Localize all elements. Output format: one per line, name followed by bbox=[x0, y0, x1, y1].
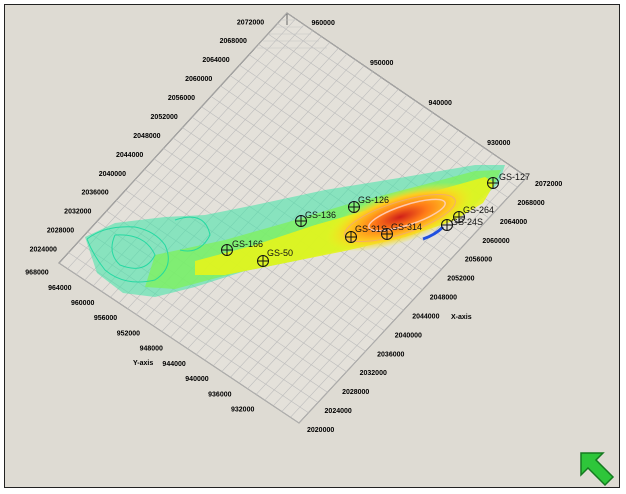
back-y-tick-label: 930000 bbox=[487, 140, 510, 147]
back-x-tick-label: 2036000 bbox=[81, 190, 108, 197]
x-tick-label: 2052000 bbox=[447, 276, 474, 283]
green-arrow-icon[interactable] bbox=[577, 449, 617, 488]
axis-ticks: 2020000 2024000 2028000 2032000 2036000 20400… bbox=[25, 19, 562, 434]
wells-layer: GS-127 GS-264 GS-24S GS-126 GS-136 GS-31S GS-3… bbox=[221, 172, 530, 267]
back-y-tick-label: 940000 bbox=[429, 100, 452, 107]
y-tick-label: 944000 bbox=[162, 361, 185, 368]
well-label: GS-264 bbox=[463, 205, 494, 215]
back-x-tick-label: 2032000 bbox=[64, 209, 91, 216]
back-x-tick-label: 2072000 bbox=[237, 19, 264, 26]
well-label: GS-31S bbox=[355, 224, 387, 234]
back-x-tick-label: 2044000 bbox=[116, 152, 143, 159]
back-x-tick-label: 2028000 bbox=[47, 228, 74, 235]
x-tick-label: 2072000 bbox=[535, 181, 562, 188]
well-label: GS-126 bbox=[358, 195, 389, 205]
back-y-tick-label: 950000 bbox=[370, 60, 393, 67]
back-x-tick-label: 2056000 bbox=[168, 95, 195, 102]
x-tick-label: 2020000 bbox=[307, 427, 334, 434]
x-tick-label: 2060000 bbox=[482, 238, 509, 245]
y-tick-label: 936000 bbox=[208, 391, 231, 398]
y-tick-label: 940000 bbox=[185, 376, 208, 383]
well-marker[interactable]: GS-136 bbox=[295, 210, 336, 227]
well-marker[interactable]: GS-264 bbox=[453, 205, 494, 223]
back-x-tick-label: 2052000 bbox=[151, 114, 178, 121]
back-x-tick-label: 2040000 bbox=[99, 171, 126, 178]
back-y-tick-label: 960000 bbox=[311, 20, 334, 27]
well-marker[interactable]: GS-166 bbox=[221, 239, 263, 256]
x-tick-label: 2068000 bbox=[517, 200, 544, 207]
back-x-tick-label: 2048000 bbox=[133, 133, 160, 140]
x-tick-label: 2028000 bbox=[342, 389, 369, 396]
plume-hot-spot bbox=[368, 198, 446, 232]
well-label: GS-24S bbox=[451, 217, 483, 227]
back-x-tick-label: 2064000 bbox=[202, 57, 229, 64]
well-marker[interactable]: GS-127 bbox=[487, 172, 530, 189]
back-x-tick-label: 2068000 bbox=[220, 38, 247, 45]
y-tick-label: 952000 bbox=[117, 330, 140, 337]
well-marker[interactable]: GS-126 bbox=[348, 195, 389, 213]
y-tick-label: 968000 bbox=[25, 270, 48, 277]
contour-lines-west bbox=[86, 216, 211, 283]
well-marker[interactable]: GS-31S bbox=[345, 224, 387, 243]
x-tick-label: 2040000 bbox=[395, 332, 422, 339]
x-tick-label: 2056000 bbox=[465, 257, 492, 264]
x-tick-label: 2024000 bbox=[325, 408, 352, 415]
y-tick-label: 956000 bbox=[94, 315, 117, 322]
plume-blue-edge bbox=[422, 225, 445, 241]
x-tick-label: 2036000 bbox=[377, 351, 404, 358]
well-label: GS-127 bbox=[499, 172, 530, 182]
x-tick-label: 2032000 bbox=[360, 370, 387, 377]
x-axis-title: X-axis bbox=[451, 314, 472, 321]
y-tick-label: 960000 bbox=[71, 300, 94, 307]
well-label: GS-136 bbox=[305, 210, 336, 220]
well-label: GS-314 bbox=[391, 222, 422, 232]
back-x-tick-label: 2060000 bbox=[185, 76, 212, 83]
x-tick-label: 2044000 bbox=[412, 313, 439, 320]
well-marker[interactable]: GS-24S bbox=[441, 217, 483, 231]
plume-inner-ring bbox=[344, 193, 456, 243]
3d-plot-viewport[interactable]: GS-127 GS-264 GS-24S GS-126 GS-136 GS-31S GS-3… bbox=[4, 4, 620, 488]
y-axis-title: Y-axis bbox=[133, 360, 153, 367]
contour-plume bbox=[85, 165, 505, 297]
y-tick-label: 932000 bbox=[231, 407, 254, 414]
well-label: GS-166 bbox=[232, 239, 263, 249]
plume-3d-scene[interactable]: GS-127 GS-264 GS-24S GS-126 GS-136 GS-31S GS-3… bbox=[5, 5, 620, 488]
well-marker[interactable]: GS-50 bbox=[257, 248, 293, 267]
y-tick-label: 948000 bbox=[140, 346, 163, 353]
well-label: GS-50 bbox=[267, 248, 293, 258]
back-x-tick-label: 2024000 bbox=[30, 247, 57, 254]
x-tick-label: 2064000 bbox=[500, 219, 527, 226]
well-marker[interactable]: GS-314 bbox=[381, 222, 422, 240]
y-tick-label: 964000 bbox=[48, 285, 71, 292]
x-tick-label: 2048000 bbox=[430, 295, 457, 302]
